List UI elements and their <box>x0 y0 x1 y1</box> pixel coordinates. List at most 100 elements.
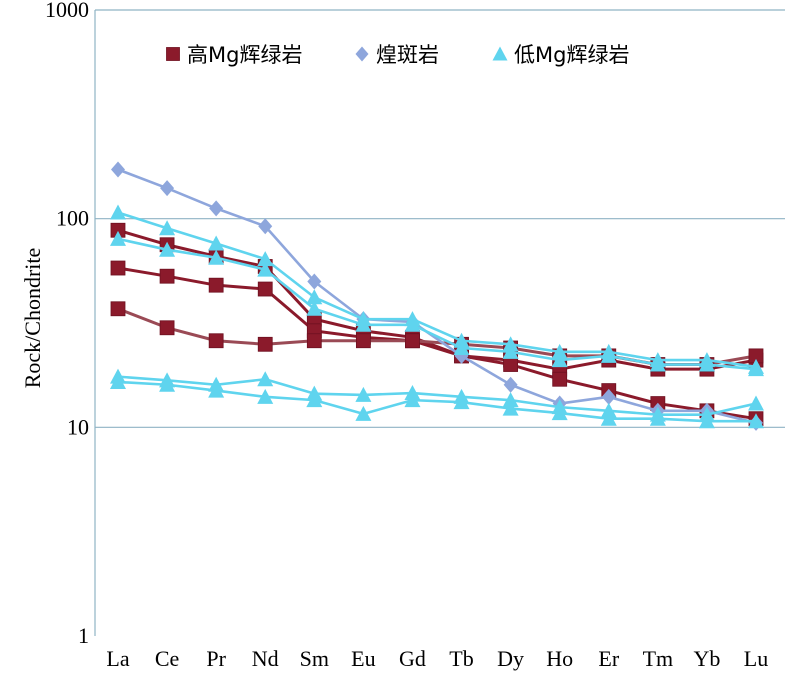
point-5-Dy <box>502 343 519 359</box>
legend-marker-1 <box>355 46 369 62</box>
series-group <box>110 161 764 431</box>
series-line-6 <box>117 375 757 416</box>
x-tick-labels: La Ce Pr Nd Sm Eu Gd Tb Dy Ho Er Tm Yb Lu <box>106 646 768 671</box>
point-7-Ce <box>159 376 176 392</box>
point-4-Ho <box>551 343 568 359</box>
point-5-Pr <box>208 249 225 265</box>
point-6-Dy <box>502 392 519 408</box>
y-tick-1: 1 <box>78 623 89 648</box>
series-line-3 <box>117 168 757 425</box>
point-5-Tb <box>453 339 470 355</box>
series-7 <box>110 373 764 429</box>
point-2-Ce <box>159 320 175 336</box>
legend-item-1: 煌斑岩 <box>355 43 439 67</box>
x-tick-Gd: Gd <box>399 646 426 671</box>
point-5-Tm <box>649 356 666 372</box>
series-6 <box>110 368 764 422</box>
point-1-La <box>110 260 126 276</box>
point-3-Dy <box>503 376 518 393</box>
point-7-Tm <box>649 410 666 426</box>
point-4-Dy <box>502 336 519 352</box>
point-4-Ce <box>159 220 176 236</box>
point-4-Sm <box>306 289 323 305</box>
point-3-Sm <box>307 273 322 290</box>
point-7-Er <box>600 410 617 426</box>
point-2-Gd <box>405 333 420 349</box>
point-6-Nd <box>257 371 274 387</box>
point-4-La <box>110 204 126 220</box>
point-1-Nd <box>257 281 273 297</box>
x-tick-Ce: Ce <box>155 646 179 671</box>
point-2-Pr <box>208 333 224 349</box>
x-tick-Ho: Ho <box>546 646 573 671</box>
series-line-0 <box>117 228 757 371</box>
point-2-Sm <box>306 333 322 349</box>
point-1-Dy <box>503 357 519 372</box>
y-tick-100: 100 <box>56 206 89 231</box>
y-tick-10: 10 <box>67 414 89 439</box>
point-2-Eu <box>355 333 371 349</box>
legend-label-1: 煌斑岩 <box>376 43 439 67</box>
legend-item-0: 高Mg辉绿岩 <box>166 43 302 67</box>
x-tick-La: La <box>106 646 129 671</box>
point-6-Er <box>600 402 617 418</box>
point-7-Nd <box>257 388 274 404</box>
point-5-Ho <box>551 352 568 368</box>
point-3-Ce <box>160 180 175 197</box>
point-5-Ce <box>159 241 176 257</box>
point-6-Eu <box>355 386 372 402</box>
point-2-Nd <box>257 336 273 352</box>
legend-item-2: 低Mg辉绿岩 <box>492 43 629 67</box>
series-line-4 <box>117 211 757 369</box>
x-tick-Eu: Eu <box>351 646 375 671</box>
point-5-Gd <box>404 316 421 332</box>
legend-marker-2 <box>492 46 508 61</box>
point-1-Ho <box>552 371 568 387</box>
grid-lines <box>95 9 785 428</box>
x-tick-Lu: Lu <box>744 646 768 671</box>
legend-label-2: 低Mg辉绿岩 <box>514 43 629 67</box>
point-7-Yb <box>698 413 715 429</box>
point-7-Eu <box>355 405 372 421</box>
x-tick-Tm: Tm <box>643 646 674 671</box>
legend-label-0: 高Mg辉绿岩 <box>187 43 302 67</box>
point-1-Ce <box>159 268 175 284</box>
point-5-Lu <box>748 361 764 377</box>
series-line-1 <box>117 266 757 421</box>
point-5-Sm <box>306 300 323 316</box>
point-5-Yb <box>698 356 715 372</box>
point-7-La <box>110 373 126 389</box>
point-7-Dy <box>502 400 519 416</box>
series-line-7 <box>117 380 756 423</box>
point-7-Tb <box>453 394 470 410</box>
x-tick-Tb: Tb <box>449 646 473 671</box>
point-7-Lu <box>748 413 764 429</box>
point-6-Lu <box>748 395 764 411</box>
x-tick-Yb: Yb <box>693 646 720 671</box>
point-7-Pr <box>208 382 225 398</box>
point-2-La <box>110 301 126 317</box>
point-7-Ho <box>551 405 568 421</box>
point-3-Er <box>601 388 616 405</box>
series-line-5 <box>117 237 757 371</box>
legend[interactable]: 高Mg辉绿岩 煌斑岩 低Mg辉绿岩 <box>166 43 630 67</box>
point-7-Sm <box>306 392 323 408</box>
point-5-Nd <box>257 261 274 277</box>
x-tick-Pr: Pr <box>206 646 226 671</box>
point-4-Pr <box>208 235 225 251</box>
series-0 <box>110 222 764 377</box>
point-3-Pr <box>209 200 224 217</box>
legend-marker-0 <box>166 47 180 61</box>
x-tick-Dy: Dy <box>497 646 524 671</box>
point-5-Eu <box>355 316 372 332</box>
point-3-Nd <box>258 218 273 235</box>
point-5-La <box>110 230 126 246</box>
x-tick-Er: Er <box>598 646 619 671</box>
series-5 <box>110 230 764 377</box>
point-4-Nd <box>257 251 274 267</box>
point-5-Er <box>600 347 617 363</box>
y-tick-1000: 1000 <box>45 0 89 22</box>
x-tick-Nd: Nd <box>252 646 279 671</box>
point-7-Gd <box>404 392 421 408</box>
